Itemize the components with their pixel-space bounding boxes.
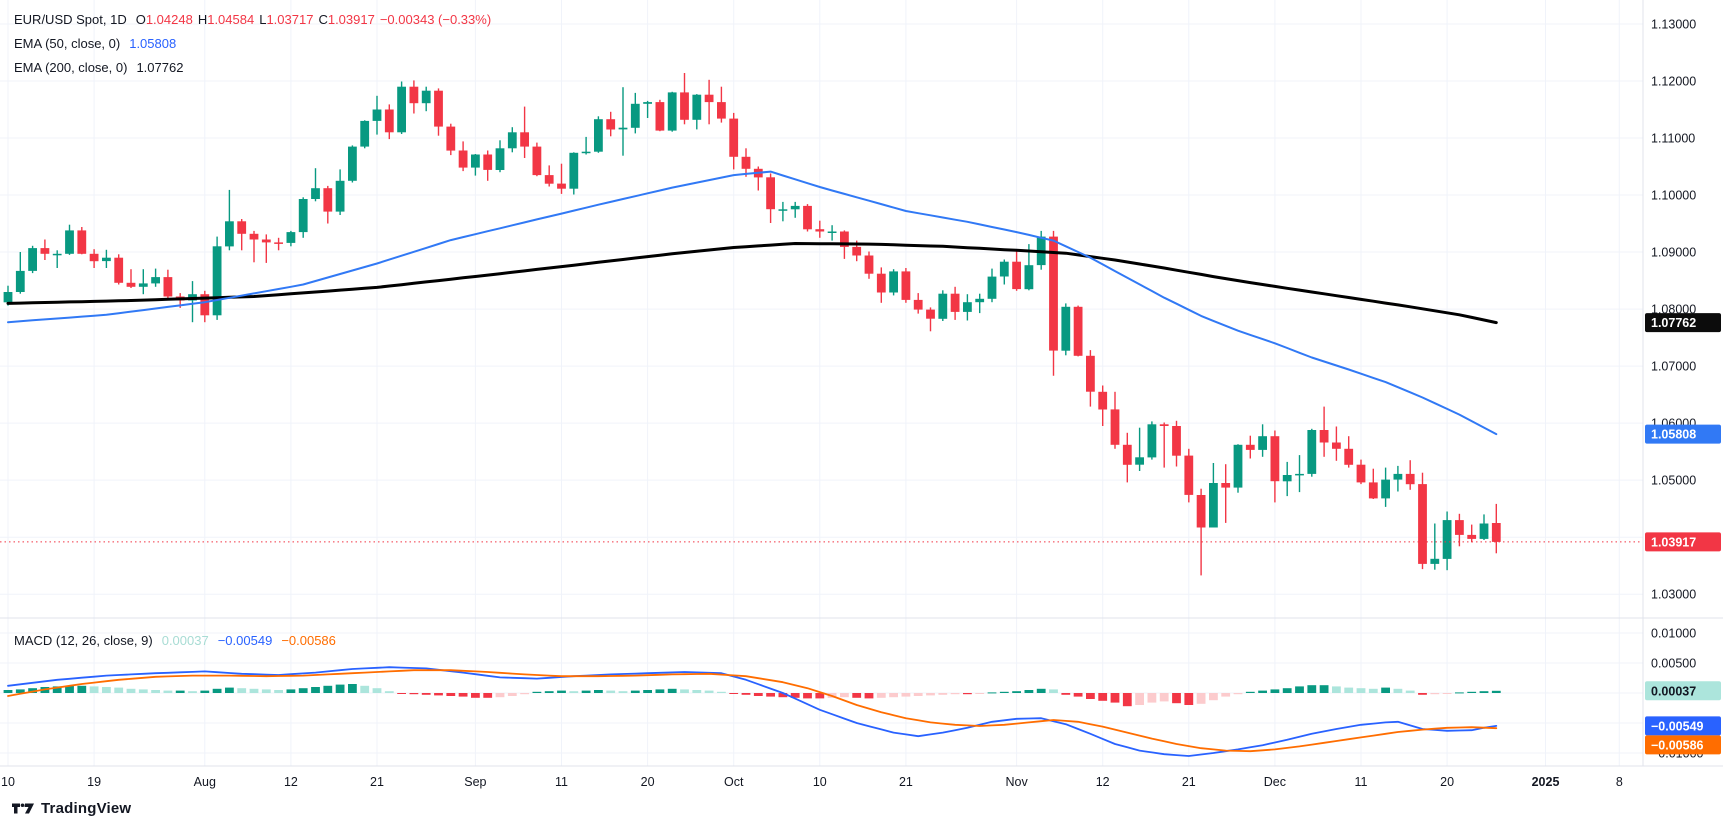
macd-line-value: −0.00549	[217, 633, 273, 648]
svg-text:Oct: Oct	[724, 775, 744, 789]
svg-text:1.05000: 1.05000	[1651, 474, 1696, 488]
macd-hist-value: 0.00037	[161, 633, 209, 648]
svg-text:21: 21	[1182, 775, 1196, 789]
legend-ema50[interactable]: EMA (50, close, 0) 1.05808	[14, 36, 176, 51]
tradingview-logo-icon	[12, 801, 34, 816]
low-value: 1.03717	[266, 12, 314, 27]
svg-text:1.07000: 1.07000	[1651, 360, 1696, 374]
ema50-line	[7, 170, 1498, 436]
legend-macd[interactable]: MACD (12, 26, close, 9) 0.00037 −0.00549 −0…	[14, 633, 336, 648]
symbol-title[interactable]: EUR/USD Spot, 1D	[14, 12, 127, 27]
svg-text:1.13000: 1.13000	[1651, 18, 1696, 32]
svg-text:1.12000: 1.12000	[1651, 75, 1696, 89]
ema50-value: 1.05808	[129, 36, 177, 51]
open-value: 1.04248	[145, 12, 193, 27]
svg-text:21: 21	[370, 775, 384, 789]
svg-text:10: 10	[813, 775, 827, 789]
svg-text:12: 12	[284, 775, 298, 789]
svg-text:12: 12	[1096, 775, 1110, 789]
svg-text:11: 11	[1355, 775, 1368, 789]
ema200-line	[6, 242, 1498, 325]
high-label: H	[197, 12, 208, 27]
ema50-label[interactable]: EMA (50, close, 0)	[14, 36, 121, 51]
high-value: 1.04584	[207, 12, 255, 27]
svg-text:10: 10	[1, 775, 15, 789]
ema200-badge: 1.07762	[1645, 313, 1721, 333]
change-value: −0.00343 (−0.33%)	[379, 12, 492, 27]
macd-line	[7, 666, 1498, 757]
svg-text:21: 21	[899, 775, 913, 789]
svg-text:0.00037: 0.00037	[1651, 684, 1696, 698]
svg-text:0.01000: 0.01000	[1651, 627, 1696, 641]
svg-text:1.03000: 1.03000	[1651, 588, 1696, 602]
candles	[3, 73, 1501, 576]
ema50-badge: 1.05808	[1645, 424, 1721, 444]
svg-text:11: 11	[555, 775, 568, 789]
svg-text:1.10000: 1.10000	[1651, 189, 1696, 203]
svg-text:2025: 2025	[1532, 775, 1560, 789]
svg-text:Nov: Nov	[1005, 775, 1028, 789]
watermark-text: TradingView	[41, 800, 132, 817]
svg-text:20: 20	[1440, 775, 1454, 789]
low-label: L	[259, 12, 267, 27]
macd-signal-badge: −0.00586	[1645, 735, 1721, 755]
macd-line-badge: −0.00549	[1645, 716, 1721, 736]
tradingview-watermark[interactable]: TradingView	[12, 800, 131, 817]
svg-text:0.00500: 0.00500	[1651, 657, 1696, 671]
close-value: 1.03917	[327, 12, 375, 27]
ema200-label[interactable]: EMA (200, close, 0)	[14, 60, 128, 75]
macd-label[interactable]: MACD (12, 26, close, 9)	[14, 633, 153, 648]
svg-text:1.11000: 1.11000	[1651, 132, 1695, 146]
macd-hist-badge: 0.00037	[1645, 681, 1721, 701]
svg-text:20: 20	[641, 775, 655, 789]
grid	[0, 0, 1643, 766]
legend-ema200[interactable]: EMA (200, close, 0) 1.07762	[14, 60, 183, 75]
svg-text:Dec: Dec	[1264, 775, 1286, 789]
macd-signal-value: −0.00586	[281, 633, 336, 648]
time-axis[interactable]: 10 19 Aug 12 21 Sep 11 20 Oct 10 21 Nov 12 21 Dec 11 20 2…	[1, 775, 1623, 789]
svg-text:1.09000: 1.09000	[1651, 246, 1696, 260]
macd-signal-line	[7, 669, 1498, 753]
svg-text:1.07762: 1.07762	[1651, 316, 1696, 330]
svg-text:Sep: Sep	[464, 775, 486, 789]
macd-histogram	[3, 684, 1501, 707]
svg-text:−0.00586: −0.00586	[1651, 738, 1704, 752]
open-label: O	[135, 12, 146, 27]
pane-separators[interactable]	[0, 0, 1723, 767]
svg-text:19: 19	[87, 775, 101, 789]
svg-text:1.05808: 1.05808	[1651, 428, 1696, 442]
close-label: C	[318, 12, 328, 27]
last-price-badge: 1.03917	[1645, 532, 1721, 552]
svg-text:1.03917: 1.03917	[1651, 535, 1696, 549]
svg-text:−0.00549: −0.00549	[1651, 719, 1704, 733]
svg-text:Aug: Aug	[194, 775, 216, 789]
price-axis[interactable]: 1.130001.120001.110001.100001.090001.080…	[1651, 18, 1696, 602]
legend-main[interactable]: EUR/USD Spot, 1D O1.04248 H1.04584 L1.03717…	[14, 12, 491, 27]
ema200-value: 1.07762	[136, 60, 184, 75]
svg-text:8: 8	[1616, 775, 1623, 789]
